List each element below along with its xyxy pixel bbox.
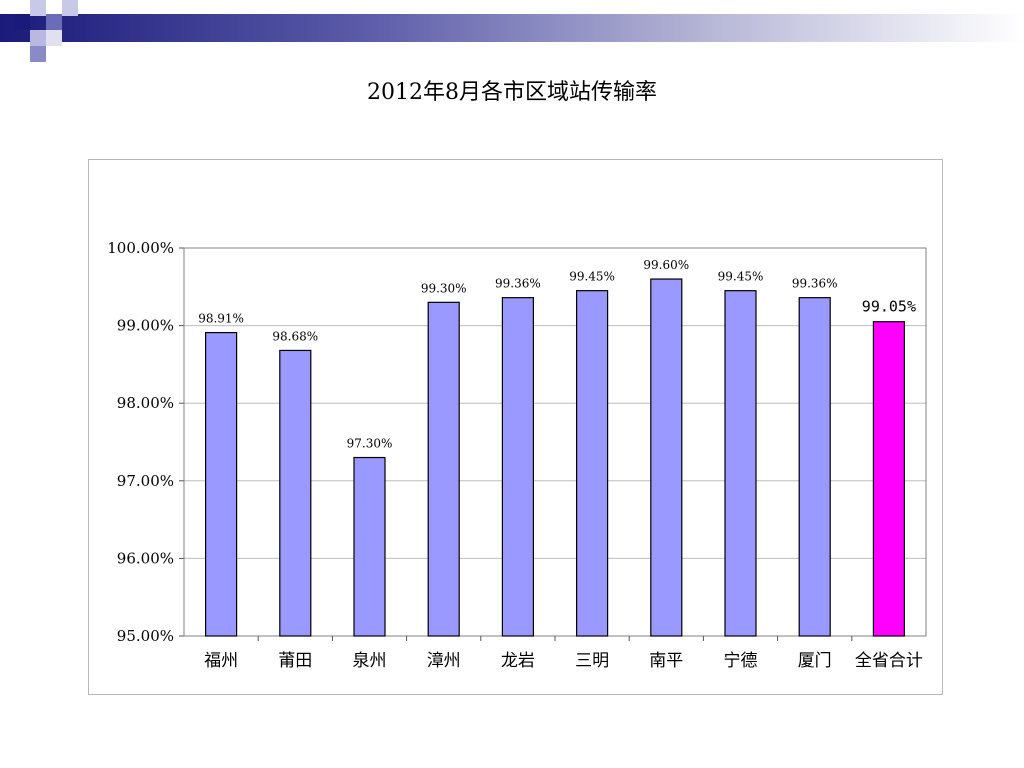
x-tick-label: 福州 [204, 651, 238, 671]
decor-square [46, 14, 62, 30]
bar [650, 278, 683, 637]
data-label: 99.36% [792, 277, 838, 291]
bar [279, 349, 312, 637]
y-tick-label: 99.00% [117, 317, 174, 335]
header-gradient-bar [0, 14, 1024, 42]
data-label: 99.45% [718, 270, 764, 284]
data-label: 97.30% [347, 437, 393, 451]
data-label: 99.45% [569, 270, 615, 284]
x-tick-label: 厦门 [798, 651, 832, 671]
y-tick-label: 96.00% [117, 549, 174, 567]
bar [724, 290, 757, 637]
data-label: 99.36% [495, 277, 541, 291]
data-label: 98.68% [272, 329, 318, 343]
decor-square [62, 0, 78, 16]
decor-square [14, 14, 30, 30]
x-tick-label: 南平 [649, 651, 683, 671]
bar [205, 331, 238, 637]
bar [353, 456, 386, 637]
bar [575, 290, 609, 637]
x-tick-label: 宁德 [724, 651, 758, 671]
data-label: 99.30% [421, 281, 467, 295]
decor-square [30, 46, 46, 62]
y-tick-label: 95.00% [117, 627, 174, 645]
x-tick-label: 漳州 [427, 651, 461, 671]
y-tick-label: 97.00% [117, 472, 174, 490]
x-tick-label: 三明 [575, 651, 609, 671]
data-label: 99.05% [862, 298, 916, 316]
data-label: 98.91% [198, 312, 244, 326]
y-tick-label: 98.00% [117, 394, 174, 412]
bar [501, 297, 534, 637]
x-tick-label: 全省合计 [855, 651, 923, 671]
x-tick-label: 龙岩 [501, 651, 535, 671]
x-tick-label: 泉州 [353, 651, 387, 671]
decor-square [30, 30, 46, 46]
decor-square [30, 0, 46, 16]
chart-title: 2012年8月各市区域站传输率 [367, 80, 657, 105]
decor-square [46, 30, 62, 46]
bar [798, 297, 831, 637]
x-tick-label: 莆田 [278, 651, 312, 671]
bar [427, 301, 460, 637]
y-tick-label: 100.00% [107, 239, 174, 257]
data-label: 99.60% [643, 258, 689, 272]
bar [872, 321, 906, 637]
